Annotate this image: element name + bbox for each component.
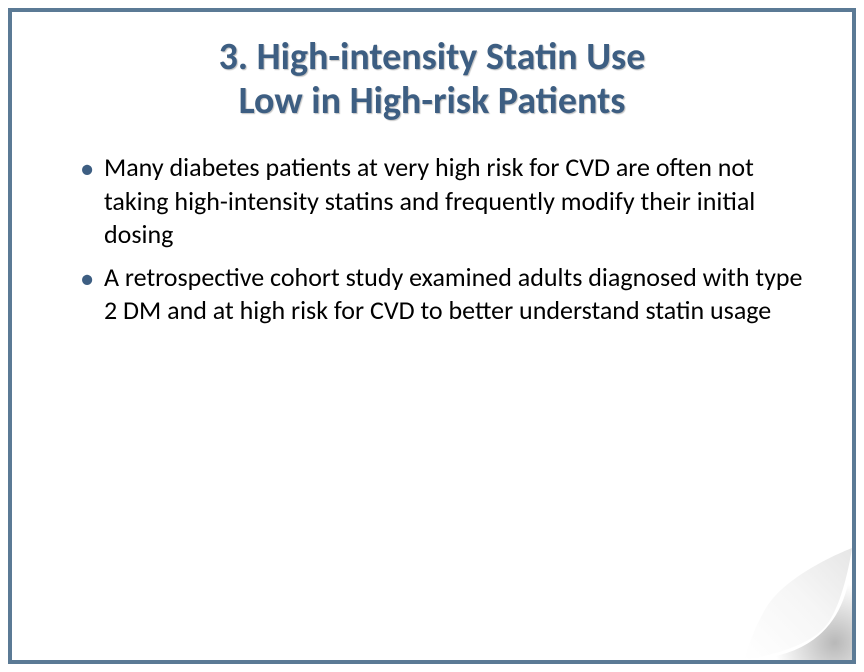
- bullet-list: Many diabetes patients at very high risk…: [52, 151, 812, 327]
- slide-title: 3. High-intensity Statin Use Low in High…: [52, 36, 812, 123]
- slide-frame: 3. High-intensity Statin Use Low in High…: [8, 8, 856, 664]
- title-line-1: 3. High-intensity Statin Use: [52, 36, 812, 80]
- list-item: A retrospective cohort study examined ad…: [80, 261, 812, 328]
- list-item: Many diabetes patients at very high risk…: [80, 151, 812, 251]
- title-line-2: Low in High-risk Patients: [52, 80, 812, 124]
- slide-outer: 3. High-intensity Statin Use Low in High…: [0, 0, 864, 672]
- page-curl-icon: [702, 510, 852, 660]
